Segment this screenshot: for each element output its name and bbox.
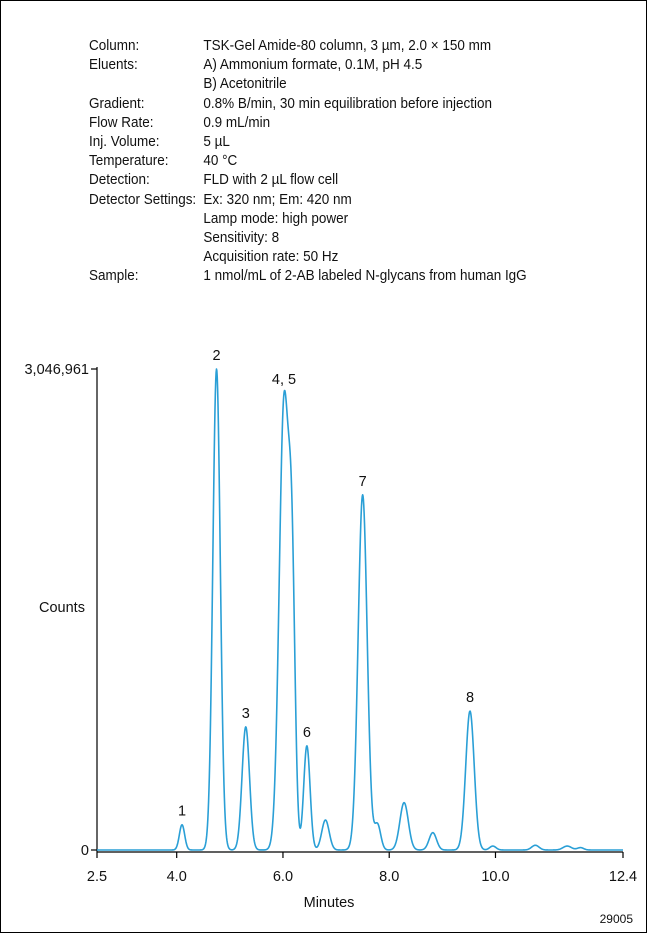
condition-value: TSK-Gel Amide-80 column, 3 µm, 2.0 × 150…: [203, 38, 492, 54]
x-tick-label: 2.5: [87, 869, 107, 885]
condition-label: Temperature:: [89, 153, 169, 170]
condition-value: Ex: 320 nm; Em: 420 nm: [203, 191, 352, 208]
condition-row: Gradient: 0.8% B/min, 30 min equilibratio…: [89, 95, 527, 114]
condition-row: Detection: FLD with 2 µL flow cell: [89, 171, 527, 190]
condition-row: Eluents: A) Ammonium formate, 0.1M, pH 4.…: [89, 56, 527, 75]
x-tick-label: 6.0: [273, 869, 293, 885]
condition-label: Detection:: [89, 172, 150, 189]
condition-value: Lamp mode: high power: [203, 210, 349, 227]
condition-row: Lamp mode: high power: [89, 210, 527, 229]
condition-row: Sample: 1 nmol/mL of 2-AB labeled N-glyca…: [89, 267, 527, 286]
condition-row: Sensitivity: 8: [89, 229, 527, 248]
x-tick-label: 12.4: [609, 869, 637, 885]
axes: 0 3,046,961 2.5 4.0 6.0 8.0 10.0 12.4: [24, 362, 637, 885]
conditions-block: Column: TSK-Gel Amide-80 column, 3 µm, 2.…: [89, 37, 527, 287]
chromatogram-trace: [96, 368, 624, 851]
x-tick-label: 8.0: [379, 869, 399, 885]
condition-value: Acquisition rate: 50 Hz: [203, 249, 339, 266]
condition-value: 1 nmol/mL of 2-AB labeled N-glycans from…: [203, 268, 527, 285]
condition-label: Column:: [89, 38, 140, 54]
condition-row: Temperature: 40 °C: [89, 152, 527, 171]
condition-label: Flow Rate:: [89, 114, 154, 131]
x-axis-label: Minutes: [304, 895, 355, 911]
condition-value: B) Acetonitrile: [203, 76, 287, 93]
condition-value: 0.8% B/min, 30 min equilibration before …: [203, 95, 492, 112]
condition-value: Sensitivity: 8: [203, 230, 280, 247]
condition-label: Detector Settings:: [89, 191, 197, 208]
peak-label: 7: [359, 474, 367, 490]
peak-label: 4, 5: [272, 372, 296, 388]
peak-label: 1: [178, 804, 186, 820]
figure-number: 29005: [600, 912, 634, 926]
condition-label: Inj. Volume:: [89, 134, 160, 151]
condition-row: Detector Settings: Ex: 320 nm; Em: 420 nm: [89, 191, 527, 210]
condition-label: Gradient:: [89, 95, 145, 112]
peak-labels: 1 2 3 4, 5 6 7 8: [178, 348, 474, 820]
condition-row: Flow Rate: 0.9 mL/min: [89, 114, 527, 133]
condition-value: 5 µL: [203, 134, 230, 151]
condition-label: Sample:: [89, 268, 139, 285]
peak-label: 3: [242, 706, 250, 722]
y-tick-label: 0: [81, 843, 89, 859]
peak-label: 8: [466, 690, 474, 706]
condition-row: Column: TSK-Gel Amide-80 column, 3 µm, 2.…: [89, 37, 527, 56]
condition-value: 0.9 mL/min: [203, 114, 271, 131]
x-tick-label: 10.0: [481, 869, 509, 885]
condition-label: Eluents:: [89, 57, 138, 74]
condition-value: FLD with 2 µL flow cell: [203, 172, 339, 189]
condition-row: Acquisition rate: 50 Hz: [89, 248, 527, 267]
y-tick-label: 3,046,961: [24, 362, 89, 378]
x-tick-label: 4.0: [167, 869, 187, 885]
peak-label: 2: [213, 348, 221, 364]
condition-value: 40 °C: [203, 153, 238, 170]
condition-row: Inj. Volume: 5 µL: [89, 133, 527, 152]
condition-row: B) Acetonitrile: [89, 75, 527, 94]
condition-value: A) Ammonium formate, 0.1M, pH 4.5: [203, 57, 423, 74]
y-axis-label: Counts: [39, 600, 85, 616]
peak-label: 6: [303, 725, 311, 741]
